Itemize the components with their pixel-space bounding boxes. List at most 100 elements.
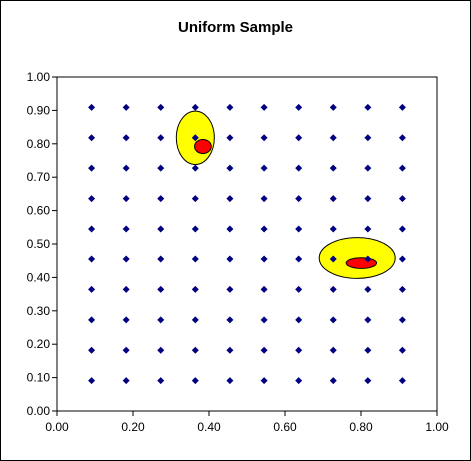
data-point [329, 377, 337, 385]
data-point [398, 103, 406, 111]
data-point [364, 195, 372, 203]
data-point [329, 225, 337, 233]
x-tick-label: 0.00 [45, 420, 69, 434]
data-point [88, 225, 96, 233]
y-tick-label: 0.10 [27, 371, 51, 385]
data-point [364, 285, 372, 293]
data-point [398, 164, 406, 172]
data-point [191, 134, 199, 142]
data-point [157, 285, 165, 293]
data-point [191, 316, 199, 324]
data-point [329, 134, 337, 142]
data-point [226, 103, 234, 111]
y-tick-label: 0.50 [27, 237, 51, 251]
data-point [122, 195, 130, 203]
data-point [398, 255, 406, 263]
data-point [398, 346, 406, 354]
data-point [329, 316, 337, 324]
data-point [157, 195, 165, 203]
data-point [88, 164, 96, 172]
data-point [191, 255, 199, 263]
data-point [329, 164, 337, 172]
data-point [191, 103, 199, 111]
data-point [122, 377, 130, 385]
data-point [295, 285, 303, 293]
data-point [295, 195, 303, 203]
data-point [295, 103, 303, 111]
data-point [364, 164, 372, 172]
data-point [122, 134, 130, 142]
data-point [157, 164, 165, 172]
data-point [364, 316, 372, 324]
data-point [260, 285, 268, 293]
data-point [226, 255, 234, 263]
data-point [260, 134, 268, 142]
x-tick-label: 0.20 [121, 420, 145, 434]
data-point [260, 195, 268, 203]
data-point [157, 225, 165, 233]
highlight-regions [175, 110, 396, 279]
data-point [364, 103, 372, 111]
data-point [157, 316, 165, 324]
data-point [295, 377, 303, 385]
data-point [329, 195, 337, 203]
y-axis-ticks: 0.00 0.10 0.20 0.30 0.40 0.50 0.60 0.70 0.80 0.90… [27, 70, 57, 418]
data-point [88, 195, 96, 203]
y-tick-label: 0.00 [27, 404, 51, 418]
data-point [122, 346, 130, 354]
data-point [364, 255, 372, 263]
data-point [260, 255, 268, 263]
data-point [122, 164, 130, 172]
data-point [295, 164, 303, 172]
y-tick-label: 0.30 [27, 304, 51, 318]
data-point [191, 225, 199, 233]
data-point [88, 285, 96, 293]
data-point [398, 285, 406, 293]
chart-title: Uniform Sample [177, 19, 294, 36]
data-point [191, 346, 199, 354]
data-point [191, 285, 199, 293]
data-point [329, 346, 337, 354]
data-point [88, 134, 96, 142]
data-point [295, 346, 303, 354]
x-tick-label: 0.40 [197, 420, 221, 434]
data-point [226, 195, 234, 203]
data-point [364, 225, 372, 233]
data-point [364, 134, 372, 142]
data-point [398, 195, 406, 203]
data-point [295, 225, 303, 233]
data-point [122, 255, 130, 263]
y-tick-label: 0.20 [27, 337, 51, 351]
data-point [295, 316, 303, 324]
x-tick-label: 1.00 [425, 420, 449, 434]
data-point [191, 377, 199, 385]
data-point [260, 316, 268, 324]
inner-highlight-1 [194, 138, 212, 154]
data-point [226, 377, 234, 385]
data-point [157, 255, 165, 263]
inner-highlight-3 [345, 257, 378, 269]
data-point [157, 377, 165, 385]
data-points [88, 103, 406, 385]
data-point [226, 164, 234, 172]
data-point [329, 103, 337, 111]
data-point [260, 103, 268, 111]
data-point [191, 195, 199, 203]
data-point [157, 134, 165, 142]
data-point [88, 316, 96, 324]
data-point [260, 164, 268, 172]
data-point [260, 225, 268, 233]
data-point [157, 346, 165, 354]
data-point [226, 316, 234, 324]
data-point [295, 134, 303, 142]
data-point [398, 316, 406, 324]
data-point [364, 377, 372, 385]
data-point [260, 377, 268, 385]
data-point [122, 225, 130, 233]
data-point [226, 134, 234, 142]
data-point [364, 346, 372, 354]
data-point [226, 285, 234, 293]
y-tick-label: 0.70 [27, 170, 51, 184]
